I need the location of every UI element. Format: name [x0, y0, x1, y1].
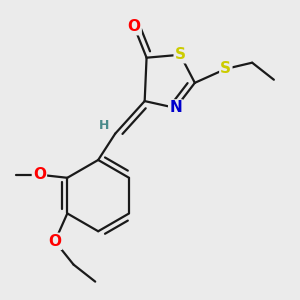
Text: N: N — [169, 100, 182, 116]
Text: O: O — [33, 167, 46, 182]
Text: S: S — [175, 47, 186, 62]
Text: H: H — [99, 119, 110, 132]
Text: O: O — [48, 234, 62, 249]
Text: S: S — [220, 61, 231, 76]
Text: O: O — [128, 19, 141, 34]
